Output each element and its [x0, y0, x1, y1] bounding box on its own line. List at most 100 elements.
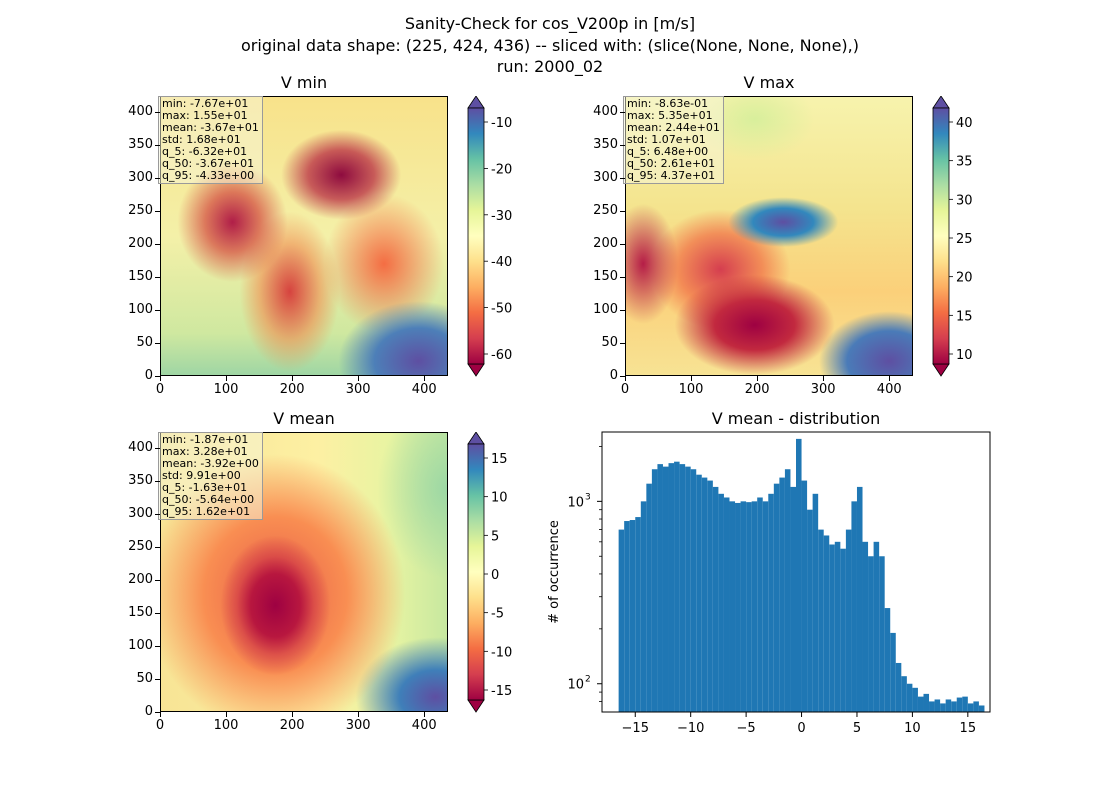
vmin-ytick-label: 400 — [128, 103, 153, 119]
histogram-bar — [945, 699, 952, 712]
vmean-ytick-label: 400 — [128, 439, 153, 455]
vmin-ytick-mark — [155, 210, 160, 212]
histogram-xtick-label: 5 — [853, 721, 861, 736]
vmin-stats-box: min: -7.67e+01 max: 1.55e+01 mean: -3.67e+… — [158, 96, 263, 184]
colorbar-top-extend — [467, 432, 485, 445]
vmax-ytick-mark — [620, 309, 625, 311]
vmean-stat-line: q_5: -1.63e+01 — [162, 481, 248, 494]
histogram-bar — [668, 463, 675, 712]
histogram-ytick-exponent: 3 — [585, 492, 591, 502]
histogram-bar — [906, 683, 913, 712]
vmax-xtick-mark — [757, 376, 759, 381]
colorbar-tick-label: 15 — [491, 452, 508, 467]
colorbar-tick-label: 25 — [956, 232, 973, 247]
histogram-bar — [674, 461, 680, 712]
figure-title-line-1: Sanity-Check for cos_V200p in [m/s] — [404, 14, 696, 33]
histogram-bar — [624, 521, 630, 712]
histogram-bar — [690, 469, 697, 712]
vmin-xtick-label: 100 — [213, 382, 239, 397]
histogram-bar — [934, 699, 941, 712]
colorbar-tick-label: 5 — [491, 529, 499, 544]
vmin-ytick-mark — [155, 376, 160, 377]
vmean-ytick-mark — [155, 645, 160, 647]
vmean-stat-line: q_95: 1.62e+01 — [162, 505, 251, 518]
vmin-xtick-label: 400 — [411, 382, 437, 397]
vmean-ytick-mark — [155, 678, 160, 680]
colorbar-bottom-extend — [467, 363, 485, 377]
vmin-stat-line: max: 1.55e+01 — [162, 109, 248, 122]
vmax-xtick-label: 100 — [678, 382, 704, 397]
vmin-title: V min — [280, 73, 328, 92]
histogram-xtick-label: 15 — [960, 721, 977, 736]
vmin-ytick-mark — [155, 243, 160, 245]
histogram-bar — [823, 535, 830, 712]
vmin-stat-line: mean: -3.67e+01 — [162, 121, 259, 134]
vmin-ytick-mark — [155, 309, 160, 311]
histogram-bar — [762, 501, 769, 712]
vmax-xtick-label: 200 — [744, 382, 770, 397]
vmax-ytick-label: 150 — [593, 268, 618, 284]
histogram-bar — [646, 483, 652, 712]
vmean-ytick-label: 300 — [128, 505, 153, 521]
vmean-xtick-mark — [226, 712, 228, 717]
colorbar-tick-label: 0 — [491, 568, 499, 583]
histogram-bar — [740, 501, 747, 712]
colorbar-tick-label: 40 — [956, 116, 973, 131]
vmean-xtick-label: 0 — [155, 718, 165, 733]
histogram-bar — [940, 703, 946, 712]
vmean-ytick-label: 50 — [136, 670, 153, 686]
histogram-bar — [879, 556, 885, 712]
vmin-ytick-label: 200 — [128, 235, 153, 251]
vmin-xtick-mark — [160, 376, 161, 381]
colorbar-tick-label: -5 — [491, 607, 504, 622]
histogram-bar — [751, 501, 758, 712]
colorbar-tick-label: -10 — [491, 645, 512, 660]
histogram-bar — [651, 469, 658, 712]
vmax-xtick-mark — [691, 376, 693, 381]
vmean-stat-line: min: -1.87e+01 — [162, 433, 249, 446]
vmax-ytick-mark — [620, 376, 625, 377]
histogram-xtick-label: −15 — [622, 721, 649, 736]
histogram-ylabel: # of occurrence — [547, 520, 562, 624]
vmax-xtick-label: 0 — [620, 382, 630, 397]
vmin-ytick-label: 150 — [128, 268, 153, 284]
vmean-ytick-label: 250 — [128, 538, 153, 554]
histogram-bar — [723, 497, 730, 712]
vmax-xtick-mark — [625, 376, 626, 381]
histogram-bar — [629, 520, 636, 712]
vmax-stat-line: max: 5.35e+01 — [627, 109, 713, 122]
vmean-stat-line: mean: -3.92e+00 — [162, 457, 259, 470]
vmin-xtick-mark — [292, 376, 294, 381]
vmax-stat-line: min: -8.63e-01 — [627, 97, 709, 110]
histogram-bar — [834, 541, 841, 712]
histogram-bar — [679, 464, 686, 712]
histogram-bar — [618, 529, 625, 712]
histogram-ytick-label: 10 — [567, 678, 584, 693]
colorbar-tick-label: 35 — [956, 155, 973, 170]
histogram-bar — [796, 438, 802, 712]
colorbar-gradient — [467, 107, 485, 365]
vmax-xtick-label: 400 — [876, 382, 902, 397]
vmean-ytick-mark — [155, 447, 160, 449]
histogram-bar — [812, 493, 819, 712]
histogram-bar — [729, 501, 736, 712]
vmin-ytick-label: 0 — [144, 368, 153, 383]
histogram-xtick-label: 10 — [904, 721, 921, 736]
colorbar-gradient — [467, 443, 485, 701]
histogram-ytick-exponent: 2 — [585, 675, 591, 685]
colorbar-tick-label: -60 — [491, 348, 512, 363]
vmin-xtick-label: 200 — [279, 382, 305, 397]
colorbar-tick-label: -10 — [491, 116, 512, 131]
histogram-bar — [790, 486, 796, 712]
vmean-xtick-label: 200 — [279, 718, 305, 733]
vmean-xtick-label: 100 — [213, 718, 239, 733]
vmax-stat-line: q_95: 4.37e+01 — [627, 169, 716, 182]
vmin-ytick-label: 100 — [128, 301, 153, 317]
histogram-bar — [829, 544, 835, 712]
vmin-ytick-mark — [155, 342, 160, 344]
vmax-ytick-mark — [620, 243, 625, 245]
histogram-bar — [912, 687, 918, 712]
vmax-ytick-label: 400 — [593, 103, 618, 119]
vmean-xtick-label: 400 — [411, 718, 437, 733]
histogram-bar — [773, 483, 780, 712]
